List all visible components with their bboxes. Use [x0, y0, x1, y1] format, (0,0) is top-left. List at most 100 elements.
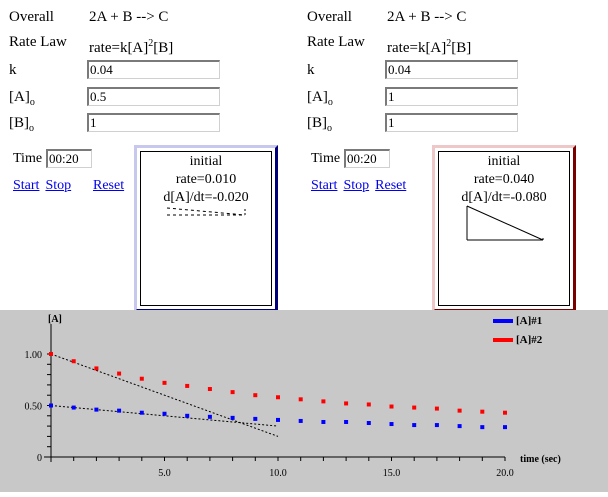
concentration-chart: 0 0.50 1.00 5.0 10.0 15.0 20.0 [A] time (sec) [A]… [25, 314, 561, 479]
data-point [503, 410, 507, 415]
sim1-b0-field[interactable]: 1 [87, 113, 220, 132]
sim2-time-field[interactable]: 00:20 [344, 149, 390, 168]
sim1-rate-law-value: rate=k[A]2[B] [89, 38, 174, 56]
sim1-panel-rate: rate=0.010 [175, 172, 237, 187]
sim2-slope-triangle [466, 205, 544, 241]
data-point [71, 405, 76, 410]
data-point [457, 408, 462, 413]
legend-label: [A]#2 [516, 334, 543, 346]
legend-swatch [493, 338, 513, 342]
y-axis-label: [A] [48, 314, 62, 325]
data-point [389, 422, 394, 427]
sim1-b0-label: [B]o [9, 115, 34, 134]
data-point [117, 371, 122, 376]
sim1-reset-link[interactable]: Reset [93, 178, 125, 193]
data-point [162, 380, 167, 385]
data-point [480, 409, 485, 414]
data-point [230, 390, 235, 395]
data-point [412, 423, 417, 428]
sim1-time-field[interactable]: 00:20 [46, 149, 92, 168]
sim1-initial-panel: initial rate=0.010 d[A]/dt=-0.020 [134, 145, 278, 312]
sim2-rate-law-label: Rate Law [307, 34, 365, 50]
data-point [344, 401, 349, 406]
data-point [457, 424, 462, 429]
sim1-k-label: k [9, 62, 17, 78]
x-tick-label: 5.0 [158, 468, 171, 479]
data-point [298, 418, 303, 423]
sim2-overall-value: 2A + B --> C [387, 9, 467, 25]
data-point [366, 402, 371, 407]
sim2-time-label: Time [311, 151, 341, 166]
x-tick-label: 10.0 [269, 468, 287, 479]
sim2-panel-inner [438, 151, 570, 306]
sim2-b0-field[interactable]: 1 [385, 113, 518, 132]
legend-label: [A]#1 [516, 315, 542, 327]
data-point [321, 399, 326, 404]
tangent-line [50, 405, 279, 427]
x-tick-label: 15.0 [383, 468, 401, 479]
sim2-panel-rate: rate=0.040 [473, 172, 535, 187]
x-tick-label: 20.0 [496, 468, 514, 479]
data-point [139, 410, 144, 415]
sim1-k-field[interactable]: 0.04 [87, 60, 220, 79]
sim1-time-label: Time [13, 151, 43, 166]
sim1-panel-inner [140, 151, 272, 306]
sim1-panel-deriv: d[A]/dt=-0.020 [163, 190, 249, 205]
data-point [139, 376, 144, 381]
data-point [276, 417, 280, 422]
sim2-a0-label: [A]o [307, 89, 333, 108]
sim1-a0-field[interactable]: 0.5 [87, 87, 220, 106]
data-point [366, 421, 371, 426]
data-point [230, 415, 235, 420]
y-tick-label: 0 [37, 453, 42, 464]
data-point [185, 383, 190, 388]
sim1-rate-law-label: Rate Law [9, 34, 67, 50]
data-point [276, 395, 280, 400]
sim2-reset-link[interactable]: Reset [375, 178, 407, 193]
data-point [207, 387, 212, 392]
data-point [344, 419, 349, 424]
tangent-line [50, 353, 279, 437]
sim2-panel-deriv: d[A]/dt=-0.080 [461, 190, 547, 205]
y-tick-label: 0.50 [25, 402, 43, 413]
x-axis-label: time (sec) [520, 454, 561, 465]
sim2-start-link[interactable]: Start [311, 178, 338, 193]
sim2-b0-label: [B]o [307, 115, 332, 134]
sim2-panel-title: initial [487, 154, 521, 169]
data-point [434, 423, 439, 428]
data-point [321, 419, 326, 424]
sim1-overall-value: 2A + B --> C [89, 9, 169, 25]
data-point [162, 411, 167, 416]
sim2-k-label: k [307, 62, 315, 78]
data-point [185, 413, 190, 418]
data-point [389, 404, 394, 409]
y-tick-label: 1.00 [25, 350, 43, 361]
sim2-overall-label: Overall [307, 9, 352, 25]
sim2-initial-panel: initial rate=0.040 d[A]/dt=-0.080 [432, 145, 576, 312]
sim1-stop-link[interactable]: Stop [45, 178, 72, 193]
data-point [207, 414, 212, 419]
data-point [94, 366, 99, 371]
sim1-panel-title: initial [189, 154, 223, 169]
data-point [253, 393, 258, 398]
data-point [71, 359, 76, 364]
sim1-slope-triangle [166, 207, 246, 216]
data-point [298, 397, 303, 402]
sim2-stop-link[interactable]: Stop [343, 178, 370, 193]
sim1-a0-label: [A]o [9, 89, 35, 108]
graph-area: 0 0.50 1.00 5.0 10.0 15.0 20.0 [A] time (sec) [A]… [0, 310, 608, 492]
data-point [49, 403, 53, 408]
sim2-a0-field[interactable]: 1 [385, 87, 518, 106]
sim1-overall-label: Overall [9, 9, 54, 25]
data-point [117, 408, 122, 413]
data-point [503, 425, 507, 430]
sim2-rate-law-value: rate=k[A]2[B] [387, 38, 472, 56]
data-point [480, 425, 485, 430]
sim1-start-link[interactable]: Start [13, 178, 40, 193]
sim2-k-field[interactable]: 0.04 [385, 60, 518, 79]
data-point [49, 352, 53, 356]
legend-swatch [493, 319, 513, 323]
data-point [412, 405, 417, 410]
data-point [434, 406, 439, 411]
data-point [253, 416, 258, 421]
